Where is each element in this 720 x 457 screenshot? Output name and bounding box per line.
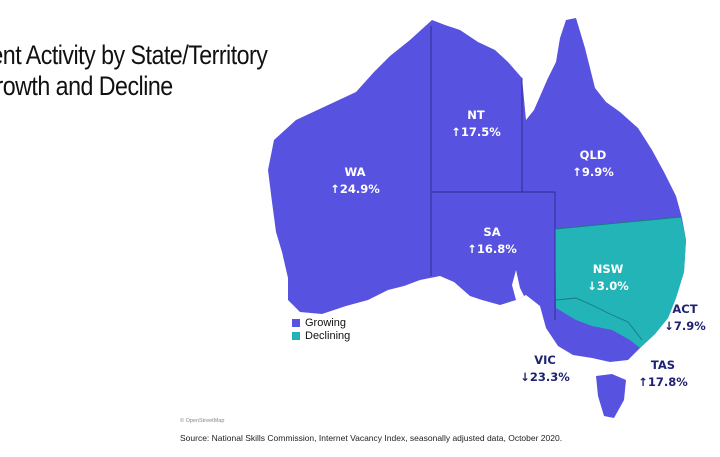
label-wa-code: WA [344,165,365,179]
label-sa-change: ↑16.8% [467,242,517,256]
label-tas: TAS ↑17.8% [638,358,688,389]
label-tas-code: TAS [651,358,675,372]
label-act-code: ACT [672,302,697,316]
label-nsw-change: ↓3.0% [587,279,629,293]
legend-label-growing: Growing [305,316,346,329]
tas-region [596,374,626,418]
label-nsw: NSW ↓3.0% [587,262,629,293]
label-act-change: ↓7.9% [664,319,706,333]
label-vic: VIC ↓23.3% [520,353,570,384]
label-vic-change: ↓23.3% [520,370,570,384]
label-tas-change: ↑17.8% [638,375,688,389]
legend-item-declining: Declining [292,329,350,342]
legend-item-growing: Growing [292,316,350,329]
label-qld-change: ↑9.9% [572,165,614,179]
label-nt: NT ↑17.5% [451,108,501,139]
label-wa-change: ↑24.9% [330,182,380,196]
legend-swatch-declining [292,331,300,340]
label-nt-code: NT [467,108,485,122]
label-sa-code: SA [483,225,500,239]
map-legend: Growing Declining [292,316,350,342]
map-title: nent Activity by State/Territory Growth … [0,40,268,102]
label-vic-code: VIC [534,353,556,367]
nsw-region [555,217,686,348]
label-nt-change: ↑17.5% [451,125,501,139]
map-attribution: © OpenStreetMap [180,418,225,424]
label-act: ACT ↓7.9% [664,302,706,333]
legend-swatch-growing [292,318,300,327]
source-note: Source: National Skills Commission, Inte… [180,433,563,443]
label-nsw-code: NSW [593,262,624,276]
label-wa: WA ↑24.9% [330,165,380,196]
legend-label-declining: Declining [305,329,351,342]
label-qld: QLD ↑9.9% [572,148,614,179]
map-title-line-2: Growth and Decline [0,71,173,101]
label-sa: SA ↑16.8% [467,225,517,256]
map-title-line-1: nent Activity by State/Territory [0,40,268,70]
label-qld-code: QLD [580,148,607,162]
